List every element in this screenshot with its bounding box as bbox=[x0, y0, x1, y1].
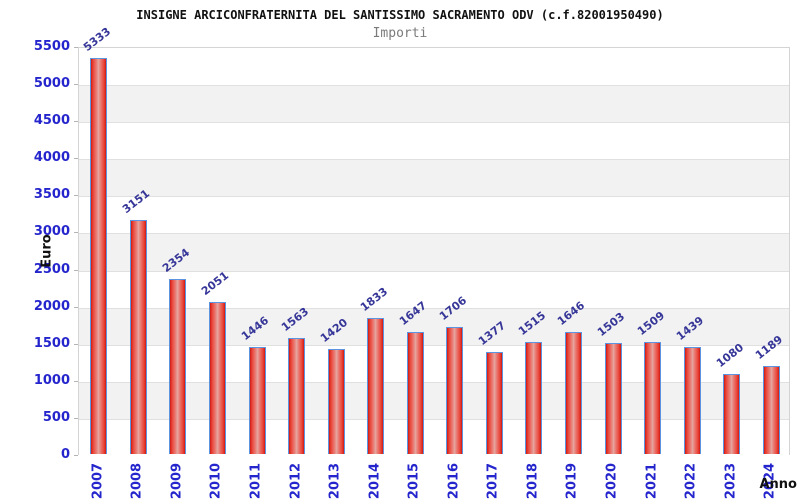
gridline bbox=[79, 85, 789, 87]
y-tick-mark bbox=[74, 232, 78, 234]
x-tick-label: 2019 bbox=[564, 462, 580, 500]
bar-2010 bbox=[208, 301, 226, 454]
bar-2016 bbox=[446, 327, 464, 454]
bar-2015 bbox=[406, 331, 424, 454]
x-tick-label: 2013 bbox=[327, 462, 343, 500]
grid-band bbox=[79, 307, 789, 345]
x-tick-label: 2014 bbox=[367, 462, 383, 500]
bar-2013 bbox=[327, 348, 345, 454]
bar-2020 bbox=[604, 342, 622, 454]
x-tick-label: 2018 bbox=[525, 462, 541, 500]
y-tick-label: 500 bbox=[42, 409, 70, 425]
bar-2017 bbox=[485, 351, 503, 454]
x-tick-label: 2011 bbox=[248, 462, 264, 500]
x-tick-label: 2015 bbox=[406, 462, 422, 500]
y-tick-mark bbox=[74, 455, 78, 456]
bar-2014 bbox=[367, 318, 385, 454]
gridline bbox=[79, 122, 789, 124]
y-tick-label: 5000 bbox=[33, 76, 70, 92]
bar-2023 bbox=[723, 373, 741, 454]
grid-band bbox=[79, 233, 789, 271]
y-tick-mark bbox=[74, 158, 78, 160]
bar-2008 bbox=[129, 220, 147, 454]
gridline bbox=[79, 233, 789, 235]
x-tick-label: 2009 bbox=[169, 462, 185, 500]
y-tick-mark bbox=[74, 343, 78, 345]
y-tick-mark bbox=[74, 47, 78, 48]
y-tick-mark bbox=[74, 195, 78, 197]
gridline bbox=[79, 344, 789, 346]
x-axis-title: Anno bbox=[759, 477, 797, 492]
gridline bbox=[79, 418, 789, 420]
gridline bbox=[79, 159, 789, 161]
bar-2021 bbox=[644, 342, 662, 454]
grid-band bbox=[79, 159, 789, 197]
x-tick-label: 2023 bbox=[723, 462, 739, 500]
y-tick-label: 2500 bbox=[33, 261, 70, 277]
x-tick-label: 2010 bbox=[208, 462, 224, 500]
chart-title: INSIGNE ARCICONFRATERNITA DEL SANTISSIMO… bbox=[136, 8, 664, 22]
y-tick-mark bbox=[74, 417, 78, 419]
x-tick-label: 2008 bbox=[129, 462, 145, 500]
gridline bbox=[79, 381, 789, 383]
y-tick-label: 3500 bbox=[33, 187, 70, 203]
bar-2007 bbox=[90, 58, 108, 454]
x-tick-label: 2020 bbox=[604, 462, 620, 500]
grid-band bbox=[79, 196, 789, 234]
y-tick-mark bbox=[74, 306, 78, 308]
bar-2018 bbox=[525, 341, 543, 454]
y-tick-mark bbox=[74, 84, 78, 86]
y-tick-label: 5500 bbox=[33, 39, 70, 54]
y-tick-mark bbox=[74, 380, 78, 382]
grid-band bbox=[79, 85, 789, 123]
bar-2009 bbox=[169, 279, 187, 454]
y-tick-mark bbox=[74, 269, 78, 271]
y-tick-label: 4500 bbox=[33, 113, 70, 129]
y-tick-label: 2000 bbox=[33, 298, 70, 314]
x-tick-label: 2022 bbox=[683, 462, 699, 500]
grid-band bbox=[79, 48, 789, 86]
y-tick-label: 1000 bbox=[33, 372, 70, 388]
grid-band bbox=[79, 381, 789, 419]
x-tick-label: 2016 bbox=[446, 462, 462, 500]
chart-subtitle: Importi bbox=[372, 26, 428, 41]
x-tick-label: 2012 bbox=[288, 462, 304, 500]
x-tick-label: 2021 bbox=[644, 462, 660, 500]
x-tick-label: 2007 bbox=[90, 462, 106, 500]
grid-band bbox=[79, 270, 789, 308]
bar-2024 bbox=[762, 365, 780, 454]
grid-band bbox=[79, 122, 789, 160]
y-tick-label: 1500 bbox=[33, 335, 70, 351]
gridline bbox=[79, 307, 789, 309]
y-tick-label: 0 bbox=[60, 447, 70, 462]
grid-band bbox=[79, 344, 789, 382]
y-tick-label: 4000 bbox=[33, 150, 70, 166]
bar-2012 bbox=[288, 338, 306, 454]
x-tick-label: 2017 bbox=[485, 462, 501, 500]
bar-2022 bbox=[683, 347, 701, 454]
grid-band bbox=[79, 418, 789, 456]
gridline bbox=[79, 196, 789, 198]
gridline bbox=[79, 270, 789, 272]
y-tick-label: 3000 bbox=[33, 224, 70, 240]
bar-2019 bbox=[564, 331, 582, 454]
y-tick-mark bbox=[74, 121, 78, 123]
plot-area: 5333 3151 2354 2051 1446 1563 1420 1833 1647 1706… bbox=[78, 25, 790, 456]
bar-2011 bbox=[248, 346, 266, 454]
y-axis-title: Euro bbox=[39, 234, 55, 268]
